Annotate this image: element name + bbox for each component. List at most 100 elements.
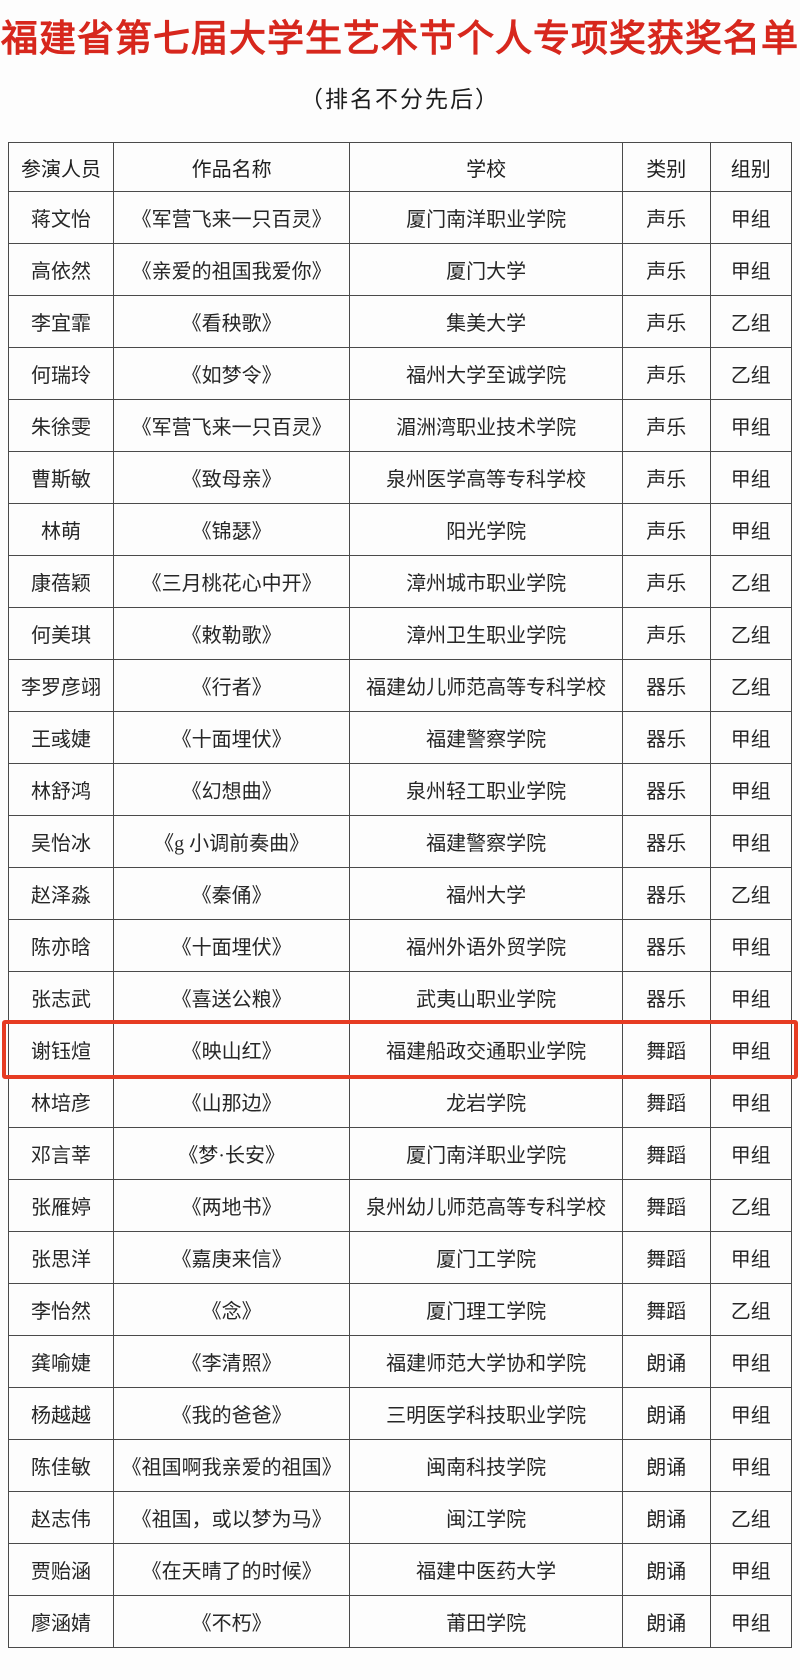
cell-school: 福建警察学院 (349, 815, 623, 869)
cell-group: 甲组 (709, 1023, 793, 1077)
cell-performer: 林萌 (8, 503, 114, 557)
cell-category: 声乐 (621, 503, 711, 557)
cell-group: 乙组 (709, 867, 793, 921)
cell-performer: 张雁婷 (8, 1179, 114, 1233)
cell-performer: 贾贻涵 (8, 1543, 114, 1597)
cell-group: 乙组 (709, 1491, 793, 1545)
cell-performer: 谢钰煊 (8, 1023, 114, 1077)
cell-group: 甲组 (709, 243, 793, 297)
cell-category: 器乐 (621, 711, 711, 765)
cell-performer: 吴怡冰 (8, 815, 114, 869)
cell-performer: 赵志伟 (8, 1491, 114, 1545)
cell-group: 乙组 (709, 607, 793, 661)
cell-category: 声乐 (621, 243, 711, 297)
cell-performer: 赵泽淼 (8, 867, 114, 921)
header-work-title: 作品名称 (112, 142, 351, 193)
cell-school: 厦门大学 (349, 243, 623, 297)
cell-category: 器乐 (621, 815, 711, 869)
cell-group: 乙组 (709, 1283, 793, 1337)
table-row: 陈佳敏 《祖国啊我亲爱的祖国》 闽南科技学院 朗诵 甲组 (8, 1439, 793, 1493)
cell-work-title: 《如梦令》 (112, 347, 351, 401)
cell-school: 龙岩学院 (349, 1075, 623, 1129)
cell-school: 漳州城市职业学院 (349, 555, 623, 609)
cell-group: 甲组 (709, 503, 793, 557)
awards-table-wrap: 参演人员 作品名称 学校 类别 组别 蒋文怡 《军营飞来一只百灵》 厦门南洋职业学院… (2, 142, 798, 1649)
cell-work-title: 《行者》 (112, 659, 351, 713)
table-row: 林培彦 《山那边》 龙岩学院 舞蹈 甲组 (8, 1075, 793, 1129)
cell-school: 集美大学 (349, 295, 623, 349)
cell-work-title: 《秦俑》 (112, 867, 351, 921)
cell-work-title: 《三月桃花心中开》 (112, 555, 351, 609)
cell-work-title: 《看秧歌》 (112, 295, 351, 349)
cell-school: 泉州幼儿师范高等专科学校 (349, 1179, 623, 1233)
cell-category: 声乐 (621, 191, 711, 245)
cell-work-title: 《幻想曲》 (112, 763, 351, 817)
cell-work-title: 《祖国啊我亲爱的祖国》 (112, 1439, 351, 1493)
table-row: 王彧婕 《十面埋伏》 福建警察学院 器乐 甲组 (8, 711, 793, 765)
cell-school: 厦门工学院 (349, 1231, 623, 1285)
cell-category: 舞蹈 (621, 1127, 711, 1181)
cell-group: 甲组 (709, 971, 793, 1025)
table-row: 吴怡冰 《g 小调前奏曲》 福建警察学院 器乐 甲组 (8, 815, 793, 869)
table-row: 李宜霏 《看秧歌》 集美大学 声乐 乙组 (8, 295, 793, 349)
table-row: 张思洋 《嘉庚来信》 厦门工学院 舞蹈 甲组 (8, 1231, 793, 1285)
cell-school: 厦门理工学院 (349, 1283, 623, 1337)
cell-school: 福建师范大学协和学院 (349, 1335, 623, 1389)
cell-performer: 何美琪 (8, 607, 114, 661)
table-row: 林萌 《锦瑟》 阳光学院 声乐 甲组 (8, 503, 793, 557)
cell-school: 泉州轻工职业学院 (349, 763, 623, 817)
cell-work-title: 《喜送公粮》 (112, 971, 351, 1025)
table-row: 贾贻涵 《在天晴了的时候》 福建中医药大学 朗诵 甲组 (8, 1543, 793, 1597)
cell-school: 福建幼儿师范高等专科学校 (349, 659, 623, 713)
cell-group: 甲组 (709, 1335, 793, 1389)
cell-work-title: 《十面埋伏》 (112, 711, 351, 765)
cell-school: 福州大学 (349, 867, 623, 921)
cell-group: 甲组 (709, 1231, 793, 1285)
cell-performer: 蒋文怡 (8, 191, 114, 245)
cell-group: 乙组 (709, 347, 793, 401)
cell-performer: 陈佳敏 (8, 1439, 114, 1493)
cell-school: 三明医学科技职业学院 (349, 1387, 623, 1441)
cell-group: 甲组 (709, 399, 793, 453)
cell-category: 器乐 (621, 763, 711, 817)
cell-school: 厦门南洋职业学院 (349, 191, 623, 245)
table-row: 廖涵婧 《不朽》 莆田学院 朗诵 甲组 (8, 1595, 793, 1649)
cell-category: 舞蹈 (621, 1179, 711, 1233)
cell-work-title: 《山那边》 (112, 1075, 351, 1129)
cell-work-title: 《两地书》 (112, 1179, 351, 1233)
cell-work-title: 《映山红》 (112, 1023, 351, 1077)
cell-work-title: 《梦·长安》 (112, 1127, 351, 1181)
cell-category: 舞蹈 (621, 1283, 711, 1337)
cell-group: 甲组 (709, 1075, 793, 1129)
page-title: 福建省第七届大学生艺术节个人专项奖获奖名单 (1, 19, 799, 60)
table-row: 曹斯敏 《致母亲》 泉州医学高等专科学校 声乐 甲组 (8, 451, 793, 505)
table-row: 朱徐雯 《军营飞来一只百灵》 湄洲湾职业技术学院 声乐 甲组 (8, 399, 793, 453)
cell-school: 莆田学院 (349, 1595, 623, 1649)
cell-group: 乙组 (709, 1179, 793, 1233)
table-row: 张雁婷 《两地书》 泉州幼儿师范高等专科学校 舞蹈 乙组 (8, 1179, 793, 1233)
cell-category: 声乐 (621, 451, 711, 505)
cell-category: 朗诵 (621, 1543, 711, 1597)
table-row: 李怡然 《念》 厦门理工学院 舞蹈 乙组 (8, 1283, 793, 1337)
cell-performer: 李怡然 (8, 1283, 114, 1337)
table-row: 邓言莘 《梦·长安》 厦门南洋职业学院 舞蹈 甲组 (8, 1127, 793, 1181)
cell-category: 朗诵 (621, 1387, 711, 1441)
cell-performer: 李宜霏 (8, 295, 114, 349)
table-row: 龚喻婕 《李清照》 福建师范大学协和学院 朗诵 甲组 (8, 1335, 793, 1389)
cell-category: 器乐 (621, 659, 711, 713)
cell-category: 舞蹈 (621, 1231, 711, 1285)
cell-performer: 康蓓颖 (8, 555, 114, 609)
cell-work-title: 《嘉庚来信》 (112, 1231, 351, 1285)
table-row: 谢钰煊 《映山红》 福建船政交通职业学院 舞蹈 甲组 (8, 1023, 793, 1077)
cell-work-title: 《亲爱的祖国我爱你》 (112, 243, 351, 297)
cell-performer: 邓言莘 (8, 1127, 114, 1181)
cell-group: 乙组 (709, 555, 793, 609)
cell-work-title: 《g 小调前奏曲》 (112, 815, 351, 869)
cell-performer: 曹斯敏 (8, 451, 114, 505)
cell-school: 武夷山职业学院 (349, 971, 623, 1025)
cell-group: 甲组 (709, 1543, 793, 1597)
table-row: 李罗彦翊 《行者》 福建幼儿师范高等专科学校 器乐 乙组 (8, 659, 793, 713)
awards-table-body: 蒋文怡 《军营飞来一只百灵》 厦门南洋职业学院 声乐 甲组 高依然 《亲爱的祖国我爱你》 厦门… (8, 191, 793, 1649)
cell-group: 甲组 (709, 1595, 793, 1649)
